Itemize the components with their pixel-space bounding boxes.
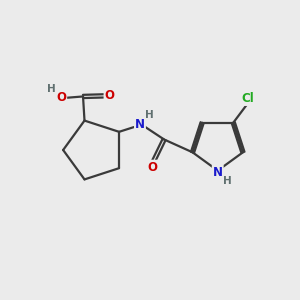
Text: H: H bbox=[47, 84, 56, 94]
Text: H: H bbox=[223, 176, 232, 186]
Text: O: O bbox=[104, 89, 115, 102]
Text: O: O bbox=[147, 161, 157, 174]
Text: Cl: Cl bbox=[242, 92, 254, 105]
Text: O: O bbox=[56, 92, 66, 104]
Text: N: N bbox=[135, 118, 145, 131]
Text: N: N bbox=[213, 166, 223, 178]
Text: H: H bbox=[145, 110, 154, 120]
